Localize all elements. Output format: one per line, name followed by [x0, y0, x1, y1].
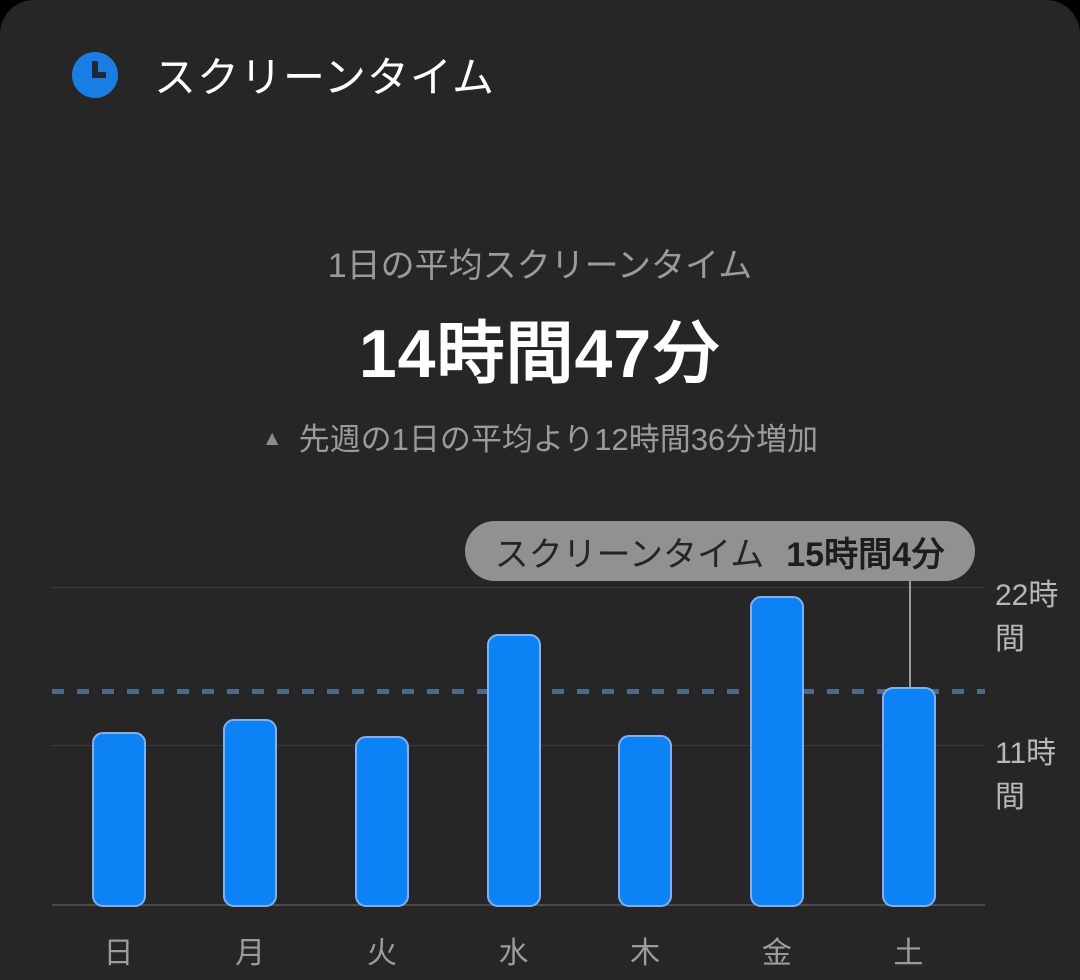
x-axis-label: 水	[498, 937, 529, 970]
clock-icon	[72, 51, 118, 98]
chart-bar[interactable]	[223, 719, 278, 907]
chart-bar[interactable]	[91, 732, 146, 907]
average-subtitle: 1日の平均スクリーンタイム	[327, 247, 753, 285]
x-axis-label: 木	[630, 937, 661, 970]
tooltip-label: スクリーンタイム	[494, 535, 765, 574]
y-axis-tick-label: 11時間	[995, 737, 1057, 814]
card-header: スクリーンタイム	[72, 44, 495, 105]
x-axis-label: 火	[366, 937, 397, 970]
x-axis-label: 金	[761, 937, 792, 970]
x-axis-label: 日	[103, 937, 134, 970]
weekly-change-text: 先週の1日の平均より12時間36分増加	[298, 422, 819, 457]
chart-tooltip: スクリーンタイム 15時間4分	[464, 521, 975, 581]
increase-triangle-icon: ▲	[261, 427, 283, 450]
y-gridline	[52, 587, 985, 588]
x-axis-label: 土	[893, 937, 924, 970]
weekly-change-row: ▲ 先週の1日の平均より12時間36分増加	[0, 414, 1080, 459]
average-screen-time-value: 14時間47分	[358, 316, 722, 392]
chart-bar[interactable]	[618, 734, 673, 907]
x-axis-label: 月	[235, 937, 266, 970]
chart-bar[interactable]	[749, 595, 804, 907]
card-title: スクリーンタイム	[154, 54, 496, 101]
chart-bar[interactable]	[354, 736, 409, 907]
chart-bar[interactable]	[881, 686, 936, 907]
tooltip-indicator-line	[908, 581, 911, 687]
chart-bar[interactable]	[486, 634, 541, 907]
y-axis-tick-label: 22時間	[995, 579, 1059, 656]
tooltip-value: 15時間4分	[786, 535, 945, 574]
